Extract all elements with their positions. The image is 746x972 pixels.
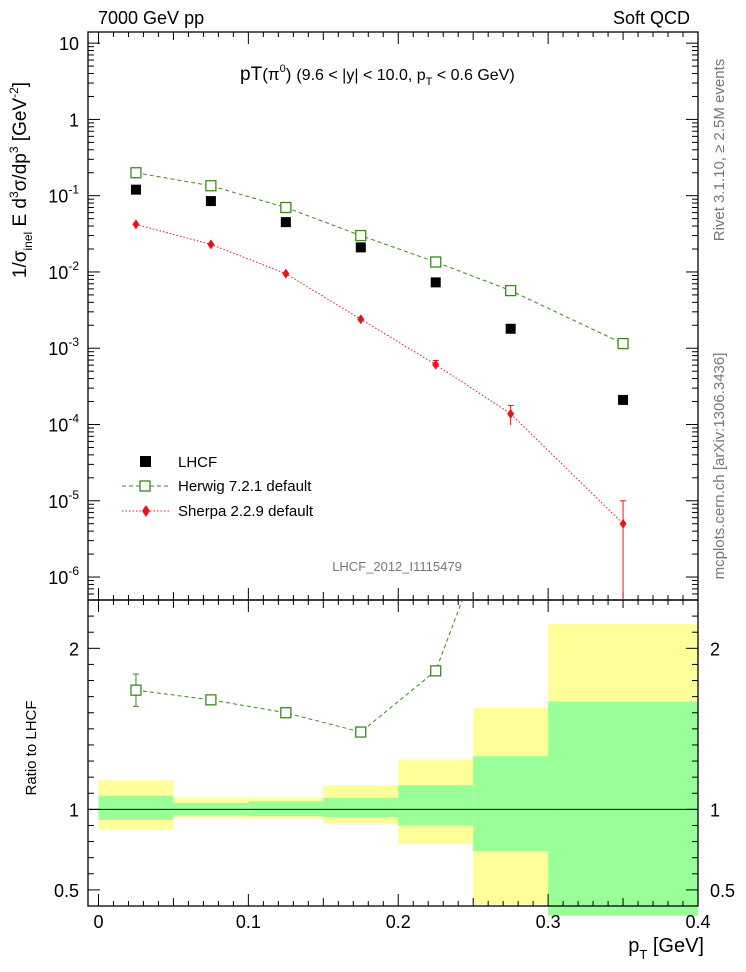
title-range-end: < 0.6 GeV) (432, 67, 514, 84)
ratio-frame (87, 599, 699, 907)
xtick-label: 0.1 (236, 912, 261, 932)
main-ytick-label: 10-3 (48, 335, 79, 359)
xlabel: pT [GeV] (628, 935, 704, 962)
ratio-herwig-point (130, 684, 142, 696)
ratio-band-stat (98, 795, 174, 820)
ratio-herwig-point (355, 726, 367, 738)
title-main: pT (240, 64, 263, 85)
herwig-point (617, 337, 629, 350)
watermark: LHCF_2012_I1115479 (332, 559, 462, 574)
header-right: Soft QCD (613, 8, 690, 28)
ylabel-b-sup: 3 (7, 191, 21, 198)
ylabel-d-sup: -2 (7, 87, 21, 98)
title-range: (9.6 < |y| < 10.0, p (296, 67, 425, 84)
sherpa-point (207, 239, 215, 250)
lhcf-point (355, 242, 366, 253)
ylabel-d: [GeV (10, 98, 31, 147)
ylabel-b: E d (10, 198, 31, 232)
ratio-herwig-point (430, 665, 442, 677)
ratio-band-stat (323, 798, 399, 818)
ratio-band-stat (548, 701, 698, 916)
ratio-herwig-point (205, 694, 217, 706)
ratio-ytick-label: 0.5 (54, 881, 79, 901)
xlabel-sub: T (639, 947, 647, 962)
ratio-herwig-line (135, 600, 463, 733)
main-ytick-label: 10 (59, 34, 79, 54)
ratio-ytick-label-right: 0.5 (710, 881, 735, 901)
chart-title: pT(π0) (9.6 < |y| < 10.0, pT < 0.6 GeV) (240, 63, 515, 88)
xtick-label: 0.3 (536, 912, 561, 932)
sherpa-point (357, 314, 365, 325)
xtick-label: 0.2 (386, 912, 411, 932)
lhcf-point (205, 196, 216, 207)
xlabel-main: p (628, 935, 639, 957)
herwig-point (280, 201, 292, 214)
main-ytick-label: 10-4 (48, 411, 79, 435)
ratio-ytick-label: 1 (69, 800, 79, 820)
ylabel-c-sup: 3 (7, 146, 21, 153)
legend-marker-herwig (139, 480, 151, 492)
main-ytick-label: 10-6 (48, 564, 79, 588)
legend-label-lhcf: LHCF (178, 454, 217, 471)
title-particle-close: ) (286, 65, 292, 84)
xtick-label: 0.4 (685, 912, 710, 932)
main-ytick-label: 10-5 (48, 488, 79, 512)
main-ytick-label: 10-1 (48, 183, 79, 207)
main-ylabel: 1/σinel E d3σ/dp3 [GeV-2] (7, 82, 35, 278)
title-particle: (π (262, 65, 279, 84)
ratio-ytick-label-right: 2 (710, 639, 720, 659)
ylabel-c: σ/dp (10, 153, 31, 191)
ylabel-e: ] (10, 82, 31, 87)
ratio-band-stat (248, 801, 324, 817)
header-left: 7000 GeV pp (98, 8, 204, 28)
legend: LHCF Herwig 7.2.1 default Sherpa 2.2.9 d… (122, 454, 314, 520)
herwig-point (505, 284, 517, 297)
lhcf-point (430, 277, 441, 288)
lhcf-point (618, 394, 629, 405)
ylabel-a: 1/σ (10, 250, 31, 278)
herwig-point (205, 180, 217, 192)
side-label-bottom: mcplots.cern.ch [arXiv:1306.3436] (711, 353, 728, 580)
main-ytick-label: 1 (69, 110, 79, 130)
xtick-label: 0 (93, 912, 103, 932)
xlabel-unit: [GeV] (647, 935, 704, 957)
ratio-ytick-label: 2 (69, 639, 79, 659)
legend-marker-sherpa (142, 505, 150, 517)
lhcf-point (130, 184, 141, 195)
ratio-ylabel: Ratio to LHCF (23, 700, 40, 795)
lhcf-point (505, 323, 516, 334)
herwig-point (130, 167, 142, 179)
sherpa-point (432, 359, 440, 370)
title-range-sub: T (426, 76, 433, 88)
ylabel-a-sub: inel (21, 232, 35, 251)
main-ytick-label: 10-2 (48, 259, 79, 283)
sherpa-point (132, 219, 140, 230)
legend-label-herwig: Herwig 7.2.1 default (178, 478, 312, 495)
ratio-band-stat (398, 785, 474, 826)
ratio-ytick-label-right: 1 (710, 800, 720, 820)
herwig-point (355, 229, 367, 242)
sherpa-point (282, 268, 290, 279)
herwig-point (430, 256, 442, 268)
title-particle-sup: 0 (280, 63, 286, 75)
side-label-top: Rivet 3.1.10, ≥ 2.5M events (711, 59, 728, 242)
ratio-herwig-point (280, 707, 292, 719)
sherpa-point (619, 518, 627, 529)
ratio-band-stat (473, 756, 549, 852)
legend-marker-lhcf (140, 456, 151, 467)
lhcf-point (280, 217, 291, 228)
sherpa-point (507, 408, 515, 419)
legend-label-sherpa: Sherpa 2.2.9 default (178, 503, 314, 520)
